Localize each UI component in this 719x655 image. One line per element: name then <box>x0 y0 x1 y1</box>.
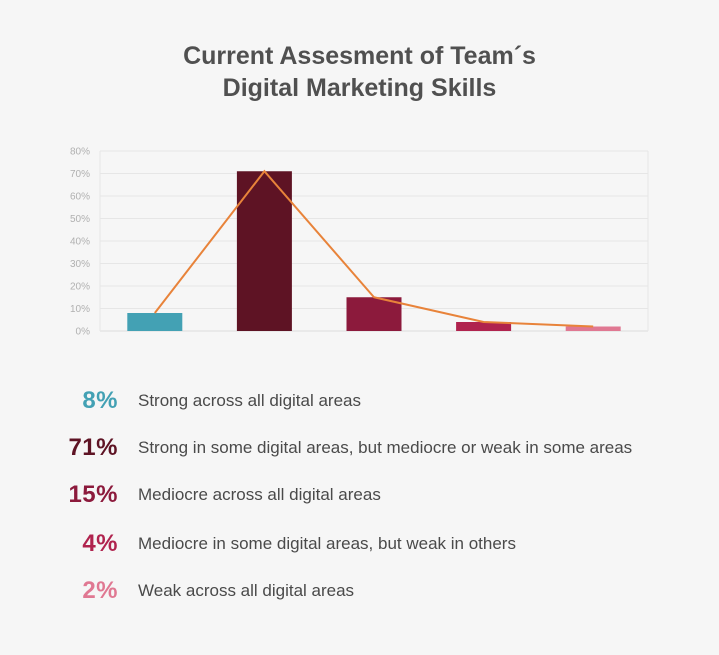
title-line-1: Current Assesment of Team´s <box>183 42 536 70</box>
chart-title: Current Assesment of Team´s Digital Mark… <box>0 40 719 104</box>
bar <box>565 326 621 331</box>
legend-percent: 2% <box>82 577 118 604</box>
legend-percent: 8% <box>82 387 118 414</box>
legend-label: Strong across all digital areas <box>138 391 362 410</box>
y-tick-label: 20% <box>70 282 90 293</box>
legend-label: Mediocre across all digital areas <box>138 485 381 504</box>
y-tick-label: 0% <box>76 327 91 338</box>
legend-item: 8% Strong across all digital areas <box>0 384 361 418</box>
bar-chart: 0% 10% 20% 30% 40% 50% 60% 70% 80% <box>70 147 649 338</box>
legend-item: 4% Mediocre in some digital areas, but w… <box>0 527 516 561</box>
y-tick-label: 40% <box>70 237 90 248</box>
legend-label: Mediocre in some digital areas, but weak… <box>138 534 516 553</box>
title-line-2: Digital Marketing Skills <box>222 74 497 102</box>
y-tick-label: 30% <box>70 259 90 270</box>
bar <box>456 322 512 331</box>
y-tick-label: 70% <box>70 169 90 180</box>
legend-percent: 15% <box>68 481 118 508</box>
legend-percent: 4% <box>82 530 118 557</box>
y-tick-label: 80% <box>70 147 90 158</box>
trend-line <box>154 169 594 328</box>
legend-percent: 71% <box>68 434 118 461</box>
legend-label: Strong in some digital areas, but medioc… <box>138 438 633 457</box>
legend-label: Weak across all digital areas <box>138 581 355 600</box>
bar <box>127 313 183 331</box>
bar <box>236 171 292 331</box>
legend-item: 71% Strong in some digital areas, but me… <box>0 431 632 465</box>
legend-item: 15% Mediocre across all digital areas <box>0 478 381 512</box>
legend-item: 2% Weak across all digital areas <box>0 574 354 608</box>
bar <box>346 297 402 331</box>
y-tick-label: 60% <box>70 192 90 203</box>
y-tick-label: 50% <box>70 214 90 225</box>
y-tick-label: 10% <box>70 304 90 315</box>
